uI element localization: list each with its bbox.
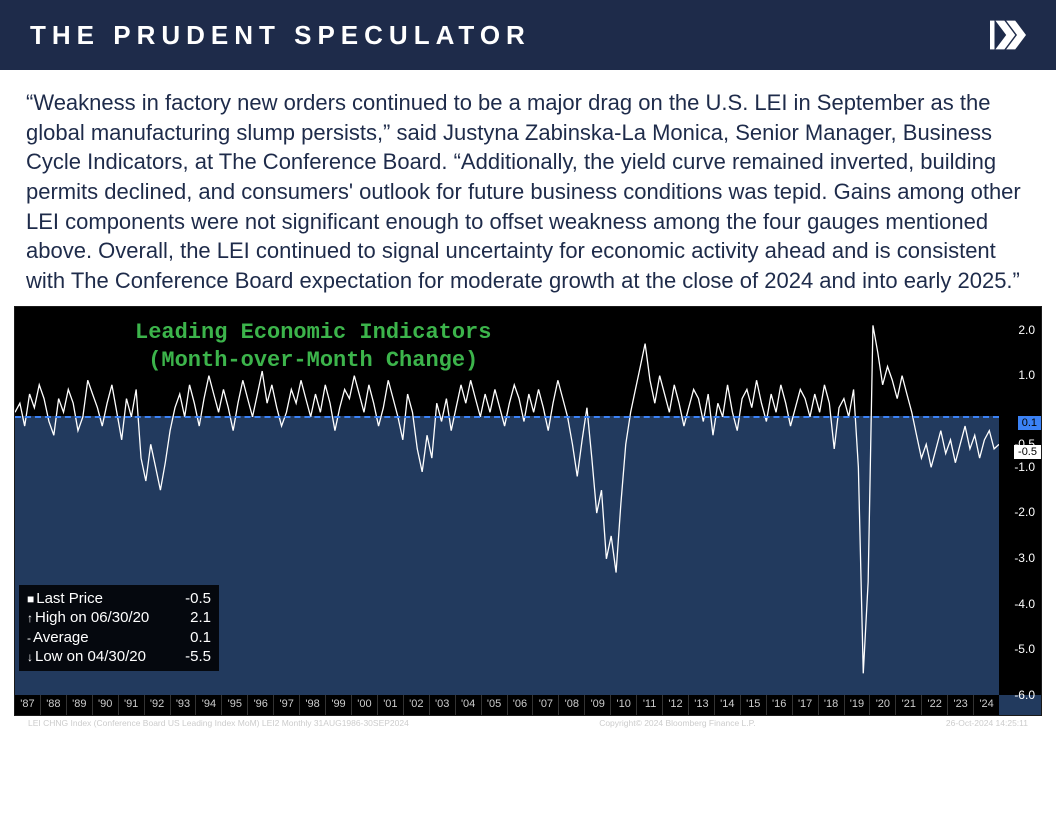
stats-value: 0.1 (190, 628, 211, 648)
stats-row: ■Last Price -0.5 (27, 589, 211, 609)
stats-label: -Average (27, 628, 89, 648)
x-tick-label: '90 (92, 695, 118, 715)
x-tick-label: '93 (170, 695, 196, 715)
x-tick-label: '08 (558, 695, 584, 715)
chart-mean-badge: 0.1 (1018, 416, 1041, 430)
x-tick-label: '13 (688, 695, 714, 715)
stats-row: ↓Low on 04/30/20 -5.5 (27, 647, 211, 667)
x-tick-label: '99 (325, 695, 351, 715)
x-tick-label: '14 (714, 695, 740, 715)
stats-label: ↑High on 06/30/20 (27, 608, 149, 628)
stats-value: 2.1 (190, 608, 211, 628)
x-tick-label: '16 (766, 695, 792, 715)
chart-title: Leading Economic Indicators (Month-over-… (135, 319, 491, 376)
x-tick-label: '06 (507, 695, 533, 715)
x-tick-label: '11 (636, 695, 662, 715)
stats-label: ■Last Price (27, 589, 103, 609)
x-tick-label: '03 (429, 695, 455, 715)
header-title: THE PRUDENT SPECULATOR (30, 20, 531, 51)
y-tick-label: -6.0 (1014, 688, 1035, 702)
x-tick-label: '17 (792, 695, 818, 715)
footer-left: LEI CHNG Index (Conference Board US Lead… (28, 718, 409, 728)
x-tick-label: '97 (273, 695, 299, 715)
x-tick-label: '18 (818, 695, 844, 715)
stats-row: -Average 0.1 (27, 628, 211, 648)
chart-source-footer: LEI CHNG Index (Conference Board US Lead… (14, 716, 1042, 728)
chart-title-line2: (Month-over-Month Change) (148, 348, 478, 373)
chart-plot-area: Leading Economic Indicators (Month-over-… (15, 307, 999, 695)
x-tick-label: '96 (247, 695, 273, 715)
x-tick-label: '15 (740, 695, 766, 715)
stats-row: ↑High on 06/30/20 2.1 (27, 608, 211, 628)
y-tick-label: -4.0 (1014, 597, 1035, 611)
x-tick-label: '01 (377, 695, 403, 715)
x-tick-label: '88 (40, 695, 66, 715)
chart-mean-line (15, 416, 999, 418)
y-tick-label: 1.0 (1018, 368, 1035, 382)
stats-value: -0.5 (185, 589, 211, 609)
quote-paragraph: “Weakness in factory new orders continue… (0, 70, 1056, 306)
x-tick-label: '95 (221, 695, 247, 715)
y-tick-label: -5.0 (1014, 642, 1035, 656)
footer-right: 26-Oct-2024 14:25:11 (946, 718, 1028, 728)
brand-logo-icon (990, 17, 1026, 53)
y-tick-label: -3.0 (1014, 551, 1035, 565)
chart-wrapper: Leading Economic Indicators (Month-over-… (14, 306, 1042, 728)
y-tick-label: 2.0 (1018, 323, 1035, 337)
chart-y-axis: 2.01.0-0.5-1.0-2.0-3.0-4.0-5.0-6.0 (999, 307, 1041, 695)
x-tick-label: '07 (532, 695, 558, 715)
x-tick-label: '04 (455, 695, 481, 715)
stats-value: -5.5 (185, 647, 211, 667)
chart-title-line1: Leading Economic Indicators (135, 320, 491, 345)
stats-label: ↓Low on 04/30/20 (27, 647, 146, 667)
x-tick-label: '94 (195, 695, 221, 715)
x-tick-label: '23 (947, 695, 973, 715)
x-tick-label: '20 (869, 695, 895, 715)
x-tick-label: '00 (351, 695, 377, 715)
footer-center: Copyright© 2024 Bloomberg Finance L.P. (599, 718, 755, 728)
x-tick-label: '98 (299, 695, 325, 715)
chart-last-badge: -0.5 (1014, 445, 1041, 459)
x-tick-label: '05 (481, 695, 507, 715)
x-tick-label: '24 (973, 695, 999, 715)
x-tick-label: '19 (844, 695, 870, 715)
x-tick-label: '10 (610, 695, 636, 715)
x-tick-label: '12 (662, 695, 688, 715)
x-tick-label: '21 (895, 695, 921, 715)
x-tick-label: '87 (15, 695, 40, 715)
x-tick-label: '09 (584, 695, 610, 715)
x-tick-label: '91 (118, 695, 144, 715)
chart-x-axis: '87'88'89'90'91'92'93'94'95'96'97'98'99'… (15, 695, 999, 715)
y-tick-label: -2.0 (1014, 505, 1035, 519)
x-tick-label: '89 (66, 695, 92, 715)
page-header: THE PRUDENT SPECULATOR (0, 0, 1056, 70)
x-tick-label: '92 (144, 695, 170, 715)
y-tick-label: -1.0 (1014, 460, 1035, 474)
x-tick-label: '02 (403, 695, 429, 715)
chart-container: Leading Economic Indicators (Month-over-… (14, 306, 1042, 716)
x-tick-label: '22 (921, 695, 947, 715)
chart-stats-box: ■Last Price-0.5↑High on 06/30/202.1-Aver… (19, 585, 219, 671)
